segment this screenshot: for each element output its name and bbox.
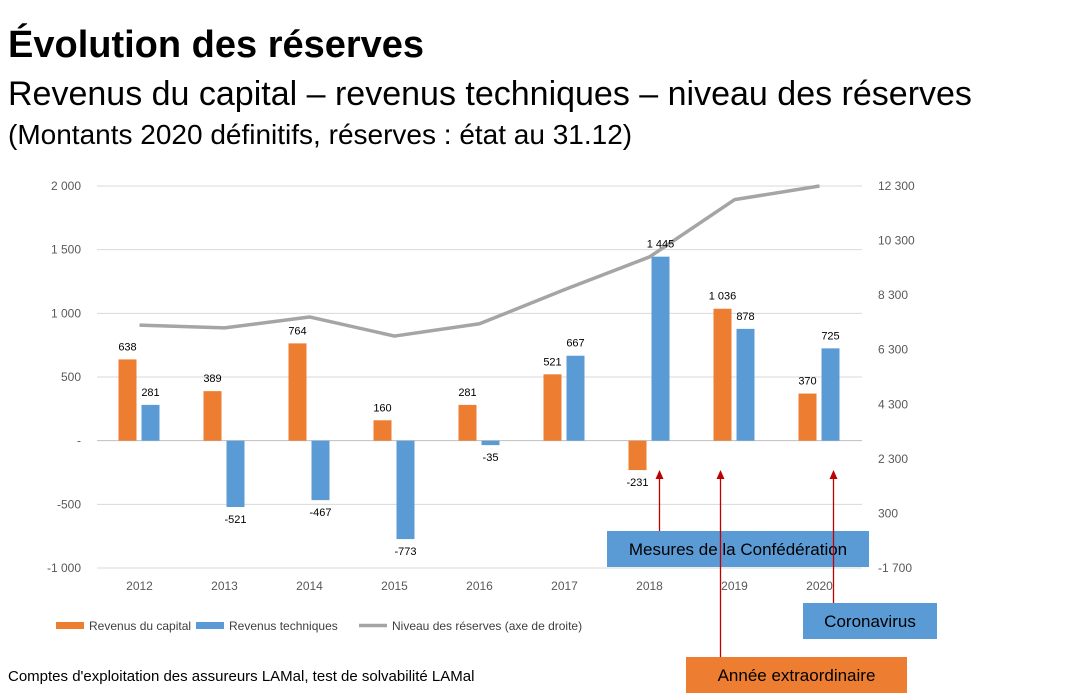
y-right-tick-label: 8 300	[878, 288, 908, 302]
y-right-tick-label: 12 300	[878, 179, 915, 193]
chart-legend: Revenus du capital Revenus techniques Nive…	[56, 619, 582, 633]
y-left-tick-label: -	[77, 434, 81, 448]
data-label: 389	[203, 373, 221, 385]
data-label: -35	[483, 452, 499, 464]
bar-revenus-techniques	[481, 440, 500, 446]
chart-data-labels: 638 389 764 160 281 521 -231 1 036 370 281 -521 -46…	[118, 239, 839, 558]
bar-revenus-techniques	[396, 440, 415, 540]
x-tick-label: 2020	[806, 579, 833, 593]
source-note: Comptes d'exploitation des assureurs LAM…	[8, 668, 475, 685]
data-label: -231	[626, 477, 648, 489]
legend-entry: Niveau des réserves (axe de droite)	[392, 619, 582, 633]
x-tick-label: 2015	[381, 579, 408, 593]
data-label: 878	[736, 311, 754, 323]
bar-revenus-capital	[118, 359, 137, 441]
y-left-tick-label: -500	[57, 497, 81, 511]
bar-revenus-capital	[288, 343, 307, 441]
chart-gridlines	[97, 185, 862, 569]
y-right-tick-label: 300	[878, 506, 898, 520]
y-left-tick-label: 1 000	[51, 306, 81, 320]
y-left-tick-label: 500	[61, 370, 81, 384]
y-right-tick-label: 4 300	[878, 397, 908, 411]
bar-revenus-techniques	[226, 440, 245, 508]
annotation-box	[607, 531, 869, 567]
bar-revenus-techniques	[651, 256, 670, 441]
y-left-tick-label: 1 500	[51, 243, 81, 257]
page-subtitle: Revenus du capital – revenus techniques …	[8, 75, 972, 113]
data-label: 281	[458, 387, 476, 399]
x-tick-label: 2014	[296, 579, 323, 593]
chart-axes: 2 000 1 500 1 000 500 - -500 -1 000 12 300 10 30…	[47, 179, 915, 593]
data-label: 764	[288, 325, 306, 337]
line-niveau-reserves	[139, 184, 820, 338]
data-label: -521	[224, 514, 246, 526]
bar-revenus-capital	[373, 420, 392, 441]
bar-revenus-capital	[628, 440, 647, 471]
annotation-arrowhead	[655, 470, 664, 479]
legend-entry: Revenus techniques	[229, 619, 338, 633]
bar-revenus-capital	[543, 374, 562, 441]
data-label: 667	[566, 338, 584, 350]
bar-revenus-techniques	[821, 348, 840, 441]
page-subtitle-note: (Montants 2020 définitifs, réserves : ét…	[8, 119, 633, 150]
annotation-box	[686, 657, 907, 693]
data-label: 281	[141, 387, 159, 399]
chart-annotations: Mesures de la Confédération Année extraor…	[607, 470, 937, 693]
bar-revenus-techniques	[566, 355, 585, 441]
bar-revenus-capital	[203, 391, 222, 441]
x-tick-label: 2012	[126, 579, 153, 593]
annotation-box	[803, 603, 937, 639]
y-right-tick-label: -1 700	[878, 561, 912, 575]
x-tick-label: 2016	[466, 579, 493, 593]
y-right-tick-label: 6 300	[878, 343, 908, 357]
annotation-arrowhead	[829, 470, 838, 479]
legend-entry: Revenus du capital	[89, 619, 191, 633]
y-right-tick-label: 2 300	[878, 452, 908, 466]
data-label: 725	[821, 330, 839, 342]
bar-revenus-capital	[713, 308, 732, 441]
annotation-label: Coronavirus	[824, 612, 916, 631]
bar-revenus-capital	[798, 393, 817, 441]
data-label: -467	[309, 507, 331, 519]
annotation-arrowhead	[716, 470, 725, 479]
data-label: -773	[394, 546, 416, 558]
data-label: 1 445	[647, 239, 675, 251]
x-tick-label: 2013	[211, 579, 238, 593]
y-left-tick-label: -1 000	[47, 561, 81, 575]
data-label: 370	[798, 376, 816, 388]
data-label: 521	[543, 356, 561, 368]
data-label: 160	[373, 402, 391, 414]
data-label: 638	[118, 341, 136, 353]
chart-bars	[118, 256, 840, 540]
bar-revenus-techniques	[736, 328, 755, 441]
bar-revenus-techniques	[311, 440, 330, 501]
y-right-tick-label: 10 300	[878, 234, 915, 248]
bar-revenus-techniques	[141, 404, 160, 441]
x-tick-label: 2019	[721, 579, 748, 593]
bar-revenus-capital	[458, 404, 477, 441]
annotation-label: Année extraordinaire	[718, 666, 876, 685]
legend-swatch	[56, 622, 84, 629]
chart-line	[139, 184, 820, 338]
x-tick-label: 2017	[551, 579, 578, 593]
y-left-tick-label: 2 000	[51, 179, 81, 193]
x-tick-label: 2018	[636, 579, 663, 593]
annotation-label: Mesures de la Confédération	[629, 540, 847, 559]
page-title: Évolution des réserves	[8, 24, 425, 66]
data-label: 1 036	[709, 291, 737, 303]
legend-swatch	[196, 622, 224, 629]
